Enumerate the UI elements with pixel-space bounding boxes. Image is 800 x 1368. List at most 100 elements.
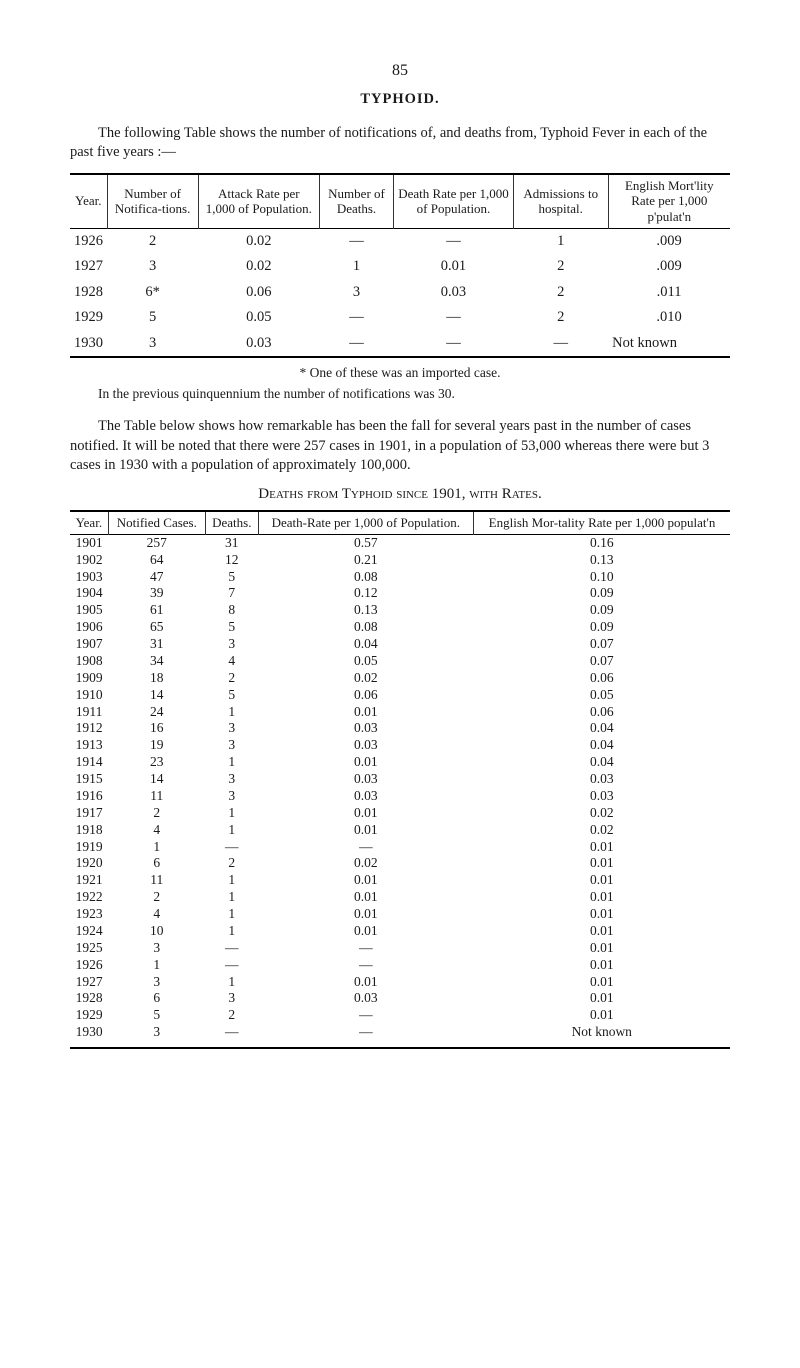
table-cell: 0.04 [474, 720, 731, 737]
table-cell: 16 [108, 720, 205, 737]
table-cell: 0.09 [474, 602, 731, 619]
table-cell: 0.02 [258, 855, 473, 872]
table-cell: 0.09 [474, 619, 731, 636]
table-cell: 2 [205, 1007, 258, 1024]
table-cell: 0.07 [474, 653, 731, 670]
col-year: Year. [70, 511, 108, 534]
col-death-rate: Death-Rate per 1,000 of Population. [258, 511, 473, 534]
table-cell: 1 [205, 974, 258, 991]
table-cell: — [258, 1007, 473, 1024]
table-cell: 0.01 [474, 974, 731, 991]
table-cell: 3 [205, 771, 258, 788]
table-row: 19091820.020.06 [70, 670, 730, 687]
table-cell: 2 [513, 254, 608, 280]
table-cell: — [258, 1024, 473, 1048]
page-number: 85 [70, 60, 730, 82]
table1-footnote-b: In the previous quinquennium the number … [70, 385, 730, 403]
table-cell: 61 [108, 602, 205, 619]
col-english-rate: English Mor-tality Rate per 1,000 popula… [474, 511, 731, 534]
table-row: 192730.0210.012.009 [70, 254, 730, 280]
table-row: 19142310.010.04 [70, 754, 730, 771]
page-title: TYPHOID. [70, 90, 730, 110]
table-row: 19151430.030.03 [70, 771, 730, 788]
table-cell: 5 [205, 569, 258, 586]
table-cell: 0.16 [474, 534, 731, 551]
table-cell: 1923 [70, 906, 108, 923]
table-cell: 0.01 [258, 754, 473, 771]
table-cell: Not known [474, 1024, 731, 1048]
table-row: 1927310.010.01 [70, 974, 730, 991]
table-cell: 11 [108, 788, 205, 805]
table-cell: 1915 [70, 771, 108, 788]
table-cell: 1905 [70, 602, 108, 619]
subheading: Deaths from Typhoid since 1901, with Rat… [70, 484, 730, 504]
table-cell: 0.05 [474, 687, 731, 704]
table-row: 1922210.010.01 [70, 889, 730, 906]
table-row: 190264120.210.13 [70, 552, 730, 569]
table-cell: 0.04 [474, 737, 731, 754]
table-cell: 1908 [70, 653, 108, 670]
table-cell: 1916 [70, 788, 108, 805]
table-cell: 0.01 [474, 923, 731, 940]
table-header-row: Year. Number of Notifica-tions. Attack R… [70, 174, 730, 228]
table-cell: 0.13 [474, 552, 731, 569]
table-cell: 1924 [70, 923, 108, 940]
table-cell: 3 [108, 974, 205, 991]
table-cell: 0.03 [394, 280, 514, 306]
table-cell: 2 [108, 889, 205, 906]
table-cell: 1 [205, 906, 258, 923]
table-cell: 1903 [70, 569, 108, 586]
table-cell: 64 [108, 552, 205, 569]
table-cell: — [258, 940, 473, 957]
table-cell: 0.06 [198, 280, 319, 306]
table-cell: 24 [108, 704, 205, 721]
table-cell: 1 [205, 805, 258, 822]
table-cell: 0.01 [474, 957, 731, 974]
intro-paragraph: The following Table shows the number of … [70, 124, 730, 163]
table-cell: 0.04 [258, 636, 473, 653]
table-cell: 0.03 [258, 771, 473, 788]
col-year: Year. [70, 174, 107, 228]
table-row: 19286*0.0630.032.011 [70, 280, 730, 306]
table-cell: — [513, 331, 608, 358]
col-deaths: Deaths. [205, 511, 258, 534]
table-cell: 4 [108, 906, 205, 923]
table-cell: 0.05 [198, 305, 319, 331]
table-cell: — [319, 331, 393, 358]
table-cell: 0.03 [474, 771, 731, 788]
table-cell: 0.01 [474, 855, 731, 872]
table-cell: 1914 [70, 754, 108, 771]
table-cell: 6 [108, 990, 205, 1007]
table-cell: 1926 [70, 228, 107, 254]
table-row: 19191——0.01 [70, 839, 730, 856]
table-row: 19066550.080.09 [70, 619, 730, 636]
table-cell: 0.01 [474, 872, 731, 889]
body-paragraph: The Table below shows how remarkable has… [70, 417, 730, 476]
table-row: 19083440.050.07 [70, 653, 730, 670]
table-cell: 5 [205, 687, 258, 704]
table-cell: 3 [205, 788, 258, 805]
table-row: 1917210.010.02 [70, 805, 730, 822]
table-cell: 1917 [70, 805, 108, 822]
table-cell: 3 [205, 720, 258, 737]
table-cell: 1925 [70, 940, 108, 957]
table-cell: 19 [108, 737, 205, 754]
table-cell: 2 [205, 855, 258, 872]
table-cell: 34 [108, 653, 205, 670]
col-notifications: Number of Notifica-tions. [107, 174, 198, 228]
table-cell: 1928 [70, 280, 107, 306]
table-row: 192620.02——1.009 [70, 228, 730, 254]
table-cell: 1927 [70, 974, 108, 991]
table-row: 192952—0.01 [70, 1007, 730, 1024]
table-cell: 1 [513, 228, 608, 254]
table-cell: 0.12 [258, 585, 473, 602]
table-cell: 5 [108, 1007, 205, 1024]
table-cell: 3 [319, 280, 393, 306]
table-cell: 0.02 [198, 228, 319, 254]
table-cell: 1930 [70, 1024, 108, 1048]
table-cell: 1 [205, 889, 258, 906]
table-cell: 5 [107, 305, 198, 331]
table-cell: 0.03 [474, 788, 731, 805]
table-cell: 10 [108, 923, 205, 940]
table-cell: 0.01 [258, 704, 473, 721]
